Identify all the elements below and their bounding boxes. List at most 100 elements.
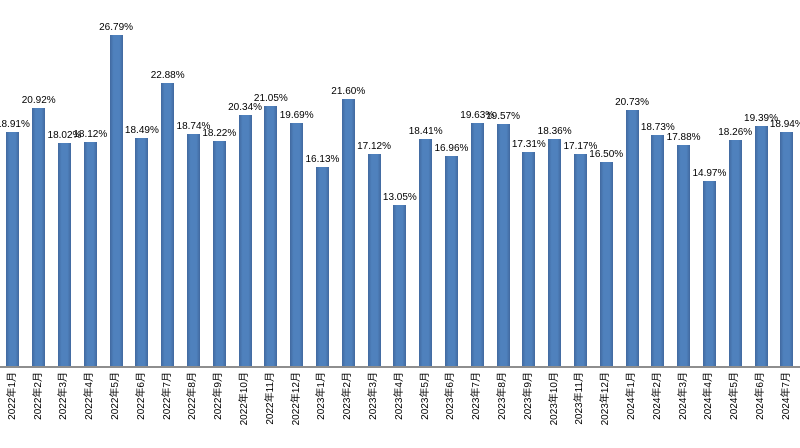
bar[interactable]: [419, 138, 433, 366]
bar-value-label: 21.05%: [253, 92, 288, 104]
bar[interactable]: [290, 122, 304, 366]
bar-value-label: 19.63%: [460, 110, 495, 122]
x-axis-tick-label: 2022年1月: [6, 372, 18, 420]
x-axis-tick-label: 2022年3月: [58, 372, 70, 420]
bar-value-label: 16.96%: [434, 143, 469, 155]
bar-value-label: 18.02%: [47, 130, 82, 142]
x-axis-tick-label: 2023年11月: [574, 372, 586, 425]
x-axis-tick-label: 2024年5月: [729, 372, 741, 420]
bar-value-label: 17.31%: [511, 139, 546, 151]
bar[interactable]: [6, 132, 20, 366]
bar[interactable]: [780, 132, 794, 366]
bar[interactable]: [651, 134, 665, 366]
x-axis-tick-label: 2022年4月: [84, 372, 96, 420]
bar[interactable]: [238, 114, 252, 366]
bar[interactable]: [393, 204, 407, 366]
bar[interactable]: [522, 152, 536, 366]
bar-column: 18.41%: [409, 0, 443, 366]
bar-value-label: 20.34%: [228, 101, 263, 113]
x-axis-tick: 2023年4月: [387, 368, 413, 448]
bar[interactable]: [161, 83, 175, 366]
bar[interactable]: [573, 153, 587, 366]
bar-value-label: 18.36%: [537, 126, 572, 138]
x-axis-tick: 2022年2月: [26, 368, 52, 448]
x-axis-tick: 2023年1月: [310, 368, 336, 448]
bar-value-label: 19.69%: [279, 109, 314, 121]
bar-value-label: 18.22%: [202, 127, 237, 139]
bar[interactable]: [135, 137, 149, 366]
x-axis-tick-label: 2023年2月: [342, 372, 354, 420]
bar[interactable]: [186, 134, 200, 366]
x-axis-tick-label: 2024年7月: [780, 372, 792, 420]
bar-column: 17.17%: [563, 0, 597, 366]
bar[interactable]: [677, 145, 691, 366]
bar[interactable]: [444, 156, 458, 366]
x-axis-tick: 2022年5月: [103, 368, 129, 448]
bar-column: 17.88%: [667, 0, 701, 366]
bar[interactable]: [264, 105, 278, 366]
x-axis-tick: 2022年6月: [129, 368, 155, 448]
x-axis-labels: 2022年1月 2022年2月 2022年3月 2022年4月 2022年5月 2022年…: [0, 368, 800, 448]
x-axis-tick-label: 2023年5月: [419, 372, 431, 420]
bar[interactable]: [728, 140, 742, 366]
bar[interactable]: [109, 35, 123, 366]
bar-column: 21.60%: [331, 0, 365, 366]
bar-column: 19.57%: [486, 0, 520, 366]
bar-column: 22.88%: [151, 0, 185, 366]
bar[interactable]: [702, 181, 716, 366]
bar-column: 21.05%: [254, 0, 288, 366]
bar-column: 18.26%: [718, 0, 752, 366]
bar[interactable]: [754, 126, 768, 366]
bar[interactable]: [315, 166, 329, 366]
x-axis-tick-label: 2023年10月: [548, 372, 560, 426]
x-axis-tick: 2024年7月: [774, 368, 800, 448]
x-axis-tick: 2024年3月: [671, 368, 697, 448]
bar-value-label: 18.49%: [124, 124, 159, 136]
bar[interactable]: [341, 99, 355, 366]
bar-value-label: 14.97%: [692, 168, 727, 180]
bar[interactable]: [32, 107, 46, 366]
bar-value-label: 18.26%: [718, 127, 753, 139]
x-axis-tick: 2022年12月: [284, 368, 310, 448]
bar-value-label: 13.05%: [382, 191, 417, 203]
x-axis-tick-label: 2022年12月: [290, 372, 302, 426]
bar-value-label: 17.17%: [563, 140, 598, 152]
x-axis-tick-label: 2022年5月: [110, 372, 122, 420]
bar-column: 13.05%: [383, 0, 417, 366]
bar[interactable]: [625, 109, 639, 366]
bar-value-label: 18.94%: [769, 119, 800, 130]
x-axis-tick-label: 2024年2月: [651, 372, 663, 420]
x-axis-tick-label: 2022年11月: [264, 372, 276, 425]
bar[interactable]: [367, 154, 381, 366]
x-axis-tick: 2024年2月: [645, 368, 671, 448]
bar[interactable]: [470, 123, 484, 366]
bar[interactable]: [496, 124, 510, 366]
bar-value-label: 18.74%: [176, 121, 211, 133]
bar[interactable]: [599, 162, 613, 366]
bar[interactable]: [83, 142, 97, 366]
plot-area: 18.91% 20.92% 18.02%18.12% 26.79% 18.49% 22.8…: [0, 0, 800, 366]
bar-column: 19.39%: [744, 0, 778, 366]
bar[interactable]: [212, 140, 226, 366]
x-axis-line: [0, 366, 800, 368]
x-axis-tick-label: 2023年9月: [522, 372, 534, 420]
bar[interactable]: [57, 143, 71, 366]
x-axis-tick-label: 2023年3月: [368, 372, 380, 420]
bar-value-label: 18.12%: [73, 129, 108, 141]
bar-value-label: 19.39%: [744, 113, 778, 125]
x-axis-tick: 2023年7月: [464, 368, 490, 448]
bar-column: 20.92%: [22, 0, 56, 366]
x-axis-tick-label: 2023年8月: [497, 372, 509, 420]
x-axis-tick: 2022年4月: [77, 368, 103, 448]
bar-column: 17.31%: [512, 0, 546, 366]
bar-value-label: 20.92%: [21, 94, 56, 106]
bar-column: 19.69%: [280, 0, 314, 366]
bar-column: 19.63%: [460, 0, 494, 366]
bar[interactable]: [548, 139, 562, 366]
x-axis-tick: 2023年3月: [361, 368, 387, 448]
x-axis-tick: 2022年1月: [0, 368, 26, 448]
x-axis-tick-label: 2022年8月: [187, 372, 199, 420]
bar-column: 18.91%: [0, 0, 30, 366]
bar-column: 18.22%: [202, 0, 236, 366]
